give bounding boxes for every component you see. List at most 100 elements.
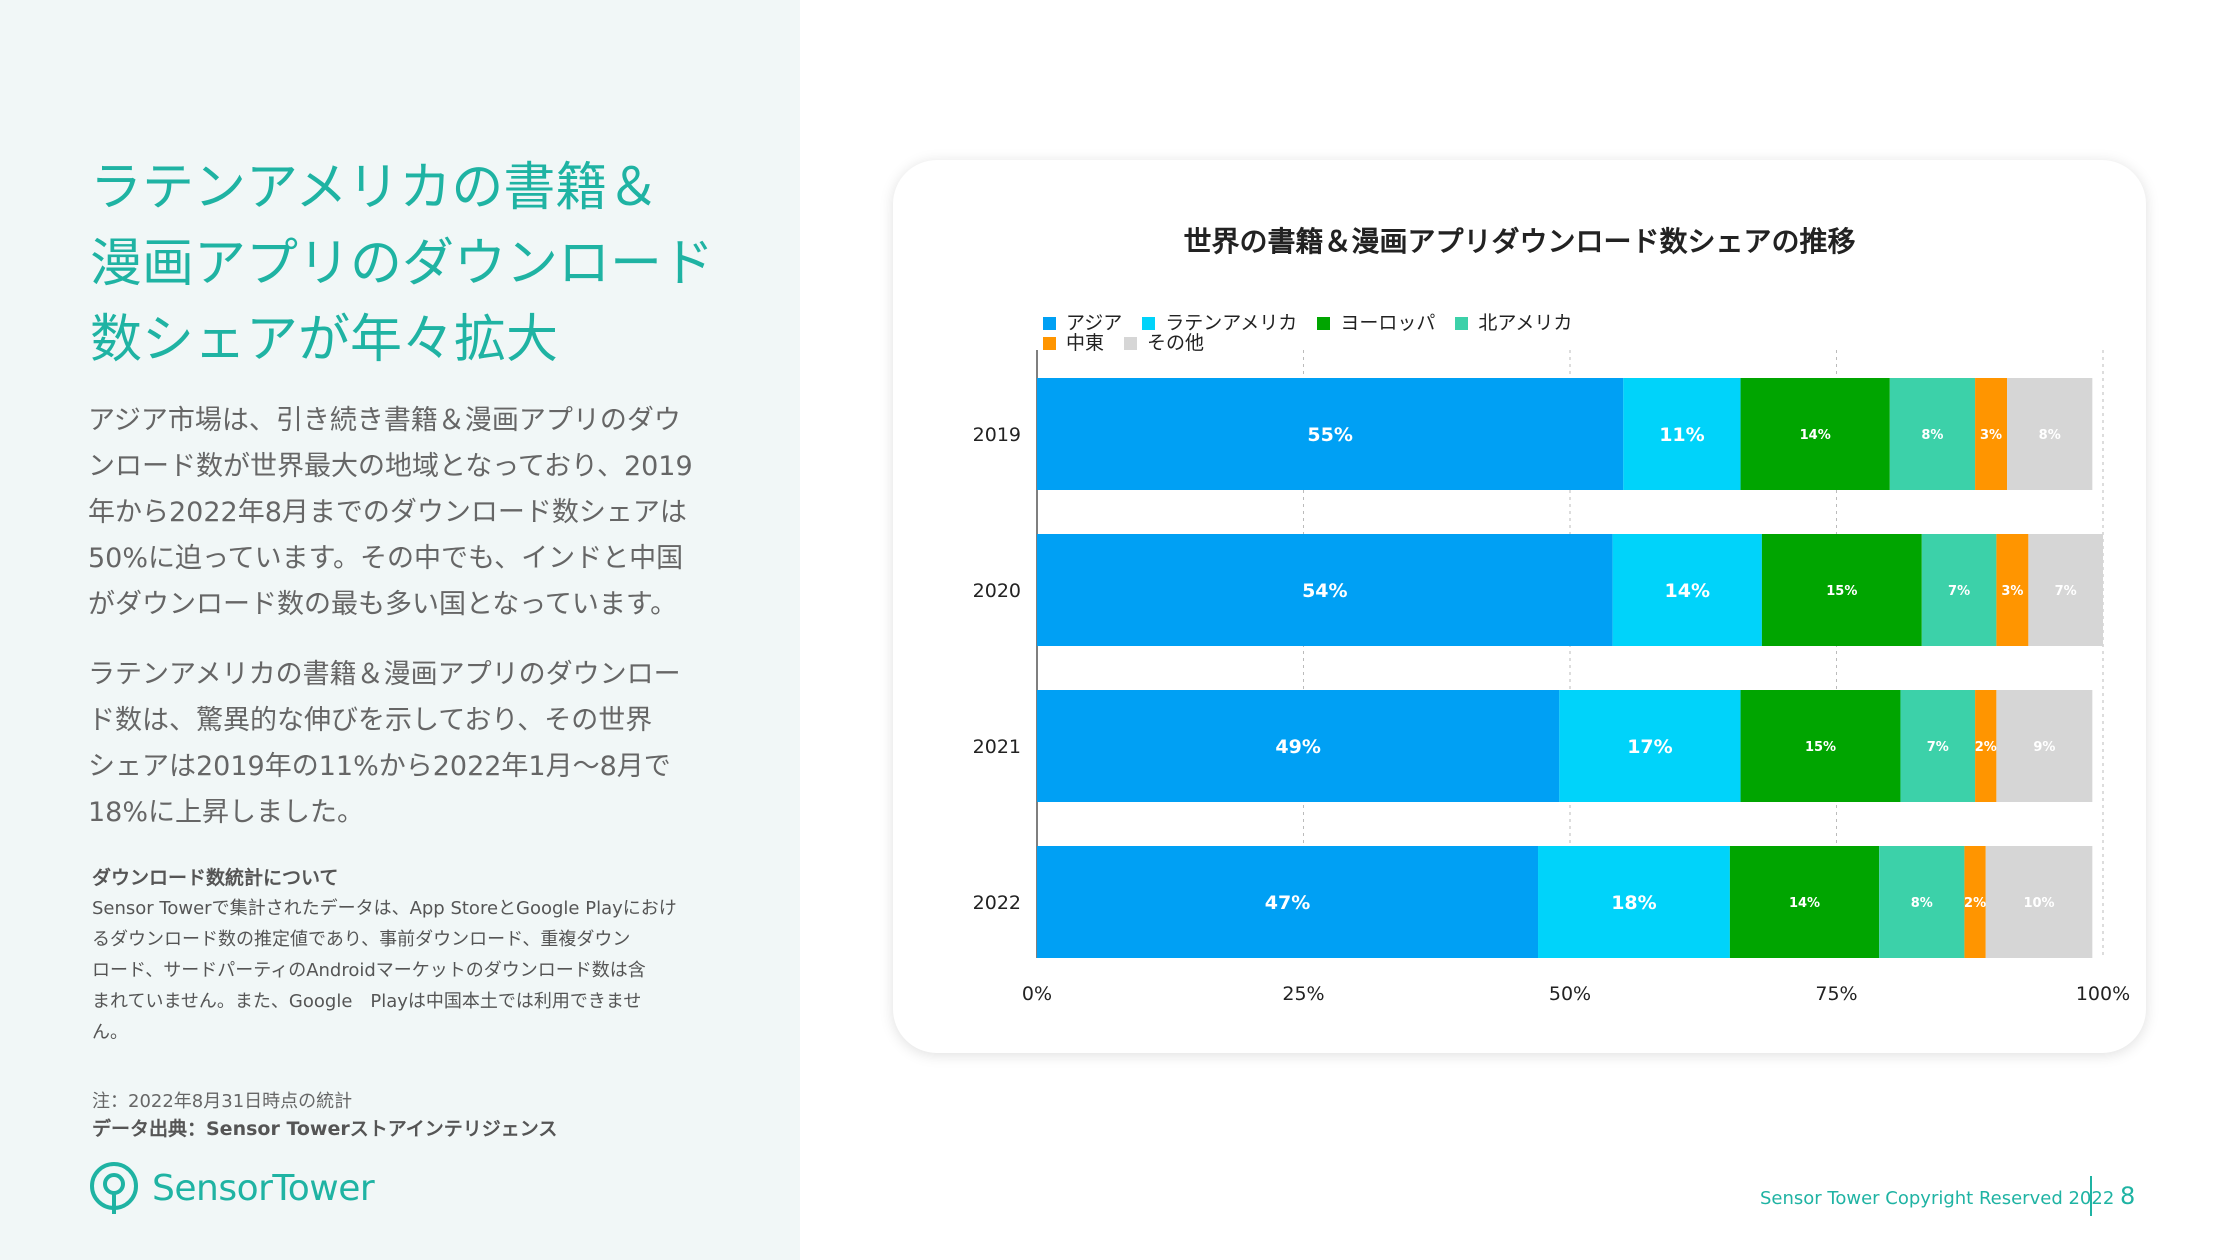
para-line: 50%に迫っています。その中でも、インドと中国 [88, 543, 684, 574]
x-tick-label: 0% [1022, 983, 1052, 1005]
bar-segment [1538, 846, 1730, 958]
bar-segment [1740, 378, 1890, 490]
about-line: ロード、サードパーティのAndroidマーケットのダウンロード数は含 [92, 960, 646, 981]
about-line: るダウンロード数の推定値であり、事前ダウンロード、重複ダウン [92, 929, 631, 950]
data-label: 2% [1964, 896, 1986, 911]
bar-segment [1975, 378, 2008, 490]
legend-item-latam: ラテンアメリカ [1142, 313, 1297, 333]
legend-item-asia: アジア [1043, 313, 1122, 333]
footer-divider [2090, 1176, 2092, 1216]
chart-legend: アジア ラテンアメリカ ヨーロッパ 北アメリカ 中東 その他 [1043, 313, 1743, 353]
legend-swatch [1043, 316, 1056, 330]
x-tick-label: 75% [1815, 983, 1857, 1005]
bar-segment [1879, 846, 1965, 958]
data-label: 8% [1911, 896, 1933, 911]
data-label: 11% [1659, 424, 1704, 446]
about-title: ダウンロード数統計について [92, 867, 339, 889]
bar-segment [1037, 534, 1613, 646]
legend-label: ヨーロッパ [1340, 312, 1436, 334]
x-tick-label: 25% [1282, 983, 1324, 1005]
data-label: 10% [2023, 896, 2054, 911]
category-label: 2021 [973, 736, 1021, 758]
para-line: がダウンロード数の最も多い国となっています。 [88, 589, 678, 620]
body-paragraph-latam: ラテンアメリカの書籍＆漫画アプリのダウンロー ド数は、驚異的な伸びを示しており、… [88, 652, 718, 836]
headline-line: 数シェアが年々拡大 [90, 310, 559, 370]
bar-segment [1964, 846, 1986, 958]
x-tick-label: 100% [2076, 983, 2130, 1005]
bar-segment [1996, 534, 2029, 646]
chart-title: 世界の書籍＆漫画アプリダウンロード数シェアの推移 [1183, 225, 1856, 258]
bar-segment [2007, 378, 2093, 490]
legend-item-europe: ヨーロッパ [1317, 313, 1435, 333]
bar-segment [1761, 534, 1922, 646]
data-label: 17% [1627, 736, 1672, 758]
para-line: 18%に上昇しました。 [88, 797, 365, 828]
bar-segment [1889, 378, 1976, 490]
data-label: 8% [1921, 428, 1943, 443]
about-body: Sensor Towerで集計されたデータは、App StoreとGoogle … [92, 893, 712, 1048]
legend-label: その他 [1147, 332, 1205, 354]
note: 注：2022年8月31日時点の統計 [92, 1091, 353, 1112]
logo-text: SensorTower [152, 1167, 375, 1209]
bar-segment [2028, 534, 2103, 646]
para-line: ンロード数が世界最大の地域となっており、2019 [88, 451, 693, 482]
bar-segment [1740, 690, 1901, 802]
page-number: 8 [2120, 1182, 2136, 1210]
legend-label: ラテンアメリカ [1165, 312, 1298, 334]
legend-swatch [1317, 316, 1331, 330]
legend-label: アジア [1066, 312, 1123, 334]
data-label: 14% [1800, 428, 1831, 443]
legend-label: 中東 [1066, 332, 1105, 354]
para-line: シェアは2019年の11%から2022年1月〜8月で [88, 751, 671, 782]
legend-swatch [1124, 336, 1138, 350]
data-label: 15% [1805, 740, 1836, 755]
category-label: 2020 [973, 580, 1021, 602]
about-line: Sensor Towerで集計されたデータは、App StoreとGoogle … [92, 898, 677, 919]
bar-segment [1921, 534, 1997, 646]
data-label: 47% [1265, 892, 1310, 914]
headline-line: ラテンアメリカの書籍＆ [90, 158, 660, 218]
sensor-tower-logo-icon [90, 1162, 138, 1214]
sensor-tower-logo: SensorTower [88, 1160, 375, 1216]
data-label: 15% [1826, 584, 1857, 599]
bar-segment [1559, 690, 1741, 802]
legend-item-north-america: 北アメリカ [1455, 313, 1572, 333]
data-label: 2% [1975, 740, 1997, 755]
category-label: 2019 [973, 424, 1021, 446]
stacked-bar-chart: 0% 25% 50% 75% 100% 2019 55% 11% 14% 8% 3% 8% 2020 54… [973, 350, 2130, 1005]
data-label: 7% [1927, 740, 1949, 755]
para-line: ド数は、驚異的な伸びを示しており、その世界 [88, 705, 653, 736]
legend-label: 北アメリカ [1478, 312, 1573, 334]
data-label: 7% [2055, 584, 2077, 599]
legend-swatch [1043, 336, 1056, 350]
bar-segment [1037, 690, 1560, 802]
data-label: 8% [2039, 428, 2061, 443]
para-line: ラテンアメリカの書籍＆漫画アプリのダウンロー [88, 659, 681, 690]
category-label: 2022 [973, 892, 1021, 914]
about-line: まれていません。また、Google Playは中国本土では利用できませ [92, 991, 642, 1012]
para-line: アジア市場は、引き続き書籍＆漫画アプリのダウ [88, 405, 681, 436]
headline-line: 漫画アプリのダウンロード [90, 234, 715, 294]
footer-copyright: Sensor Tower Copyright Reserved 2022 [1760, 1188, 2115, 1209]
bar-segment [1623, 378, 1741, 490]
bar-segment [1900, 690, 1976, 802]
about-line: ん。 [92, 1022, 128, 1043]
bar-segment [1996, 690, 2093, 802]
bar-segment [1037, 846, 1539, 958]
bar-segment [1985, 846, 2093, 958]
legend-item-middle-east: 中東 [1043, 333, 1104, 353]
data-label: 9% [2033, 740, 2055, 755]
data-label: 18% [1611, 892, 1656, 914]
data-label: 14% [1789, 896, 1820, 911]
data-label: 49% [1275, 736, 1320, 758]
data-source: データ出典：Sensor Towerストアインテリジェンス [92, 1118, 558, 1140]
left-panel: ラテンアメリカの書籍＆ 漫画アプリのダウンロード 数シェアが年々拡大 アジア市場… [0, 0, 800, 1260]
body-paragraph-asia: アジア市場は、引き続き書籍＆漫画アプリのダウ ンロード数が世界最大の地域となって… [88, 398, 718, 628]
bar-segment [1037, 378, 1624, 490]
bar-segment [1975, 690, 1997, 802]
bar-segment [1612, 534, 1762, 646]
bar-segment [1729, 846, 1880, 958]
data-label: 3% [1980, 428, 2002, 443]
para-line: 年から2022年8月までのダウンロード数シェアは [88, 497, 687, 528]
page-headline: ラテンアメリカの書籍＆ 漫画アプリのダウンロード 数シェアが年々拡大 [90, 150, 790, 378]
